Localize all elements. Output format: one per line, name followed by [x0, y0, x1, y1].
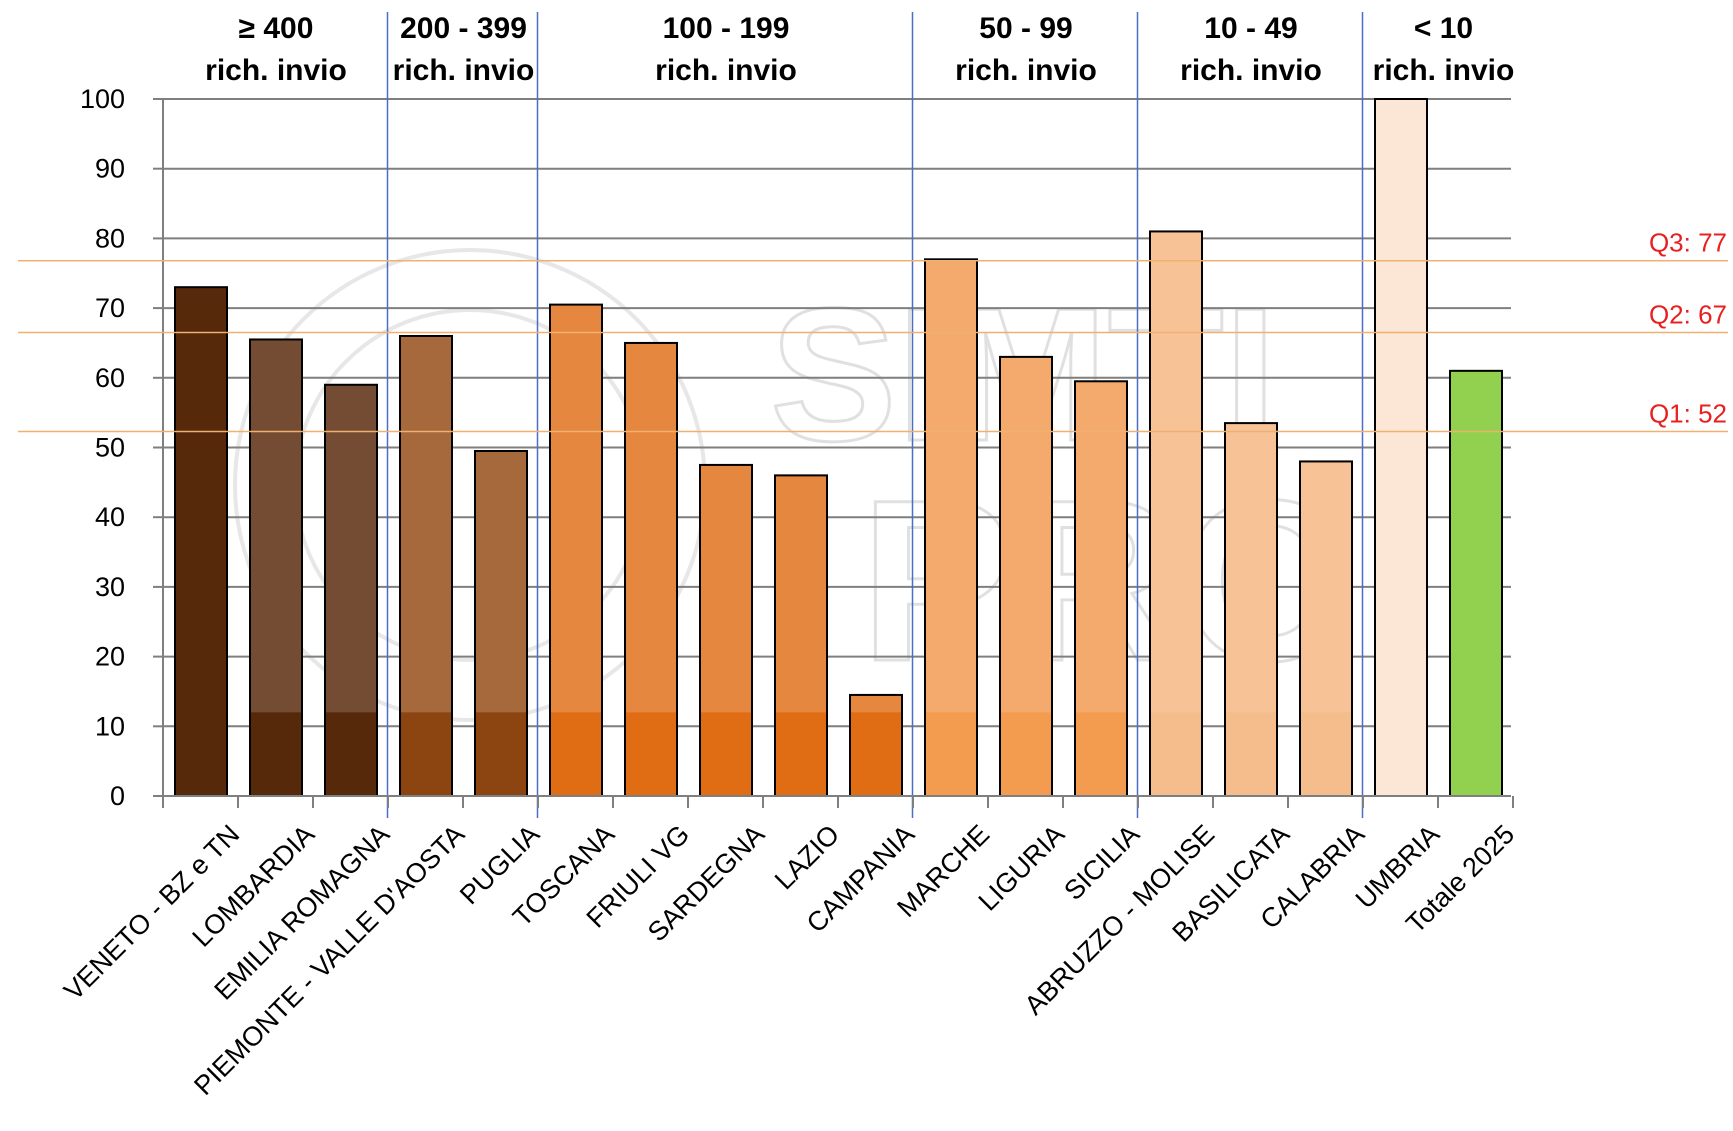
- bar-base: [326, 712, 376, 795]
- y-tick-label: 30: [95, 572, 125, 602]
- bar-base: [776, 712, 826, 795]
- group-header-unit: rich. invio: [1373, 54, 1515, 87]
- y-tick-label: 80: [95, 223, 125, 253]
- group-header-range: 10 - 49: [1204, 12, 1297, 45]
- bar-base: [701, 712, 751, 795]
- y-tick-label: 10: [95, 711, 125, 741]
- group-header-range: 50 - 99: [979, 12, 1072, 45]
- quartile-label: Q2: 67: [1649, 299, 1727, 329]
- group-header-unit: rich. invio: [393, 54, 535, 87]
- y-tick-label: 60: [95, 363, 125, 393]
- group-header-range: ≥ 400: [239, 12, 314, 45]
- bar-base: [551, 712, 601, 795]
- bar-base: [1076, 712, 1126, 795]
- bars: [174, 98, 1503, 797]
- quartile-label: Q1: 52: [1649, 398, 1727, 428]
- bar-base: [476, 712, 526, 795]
- group-header-unit: rich. invio: [655, 54, 797, 87]
- bar-base: [626, 712, 676, 795]
- bar-umbria: [1374, 98, 1428, 797]
- bar-base: [251, 712, 301, 795]
- y-tick-label: 20: [95, 642, 125, 672]
- y-axis-ticks: 0 10 20 30 40 50 60 70 80 90 100: [80, 84, 163, 811]
- bar-base: [1376, 712, 1426, 795]
- group-header-unit: rich. invio: [1180, 54, 1322, 87]
- y-tick-label: 50: [95, 433, 125, 463]
- bar-marche: [924, 258, 978, 797]
- x-category-label: PIEMONTE - VALLE D'AOSTA: [188, 819, 470, 1101]
- bar-base: [926, 712, 976, 795]
- bar-base: [1151, 712, 1201, 795]
- group-headers: ≥ 400 rich. invio 200 - 399 rich. invio 100 …: [205, 12, 1514, 87]
- group-separators: [386, 12, 1364, 818]
- y-tick-label: 0: [110, 781, 125, 811]
- bar-base: [851, 712, 901, 795]
- bar-base: [176, 712, 226, 795]
- group-header-range: 200 - 399: [400, 12, 527, 45]
- group-header-unit: rich. invio: [955, 54, 1097, 87]
- y-tick-label: 40: [95, 502, 125, 532]
- y-tick-label: 100: [80, 84, 125, 114]
- bar-base: [1301, 712, 1351, 795]
- quartile-lines: Q3: 77 Q2: 67 Q1: 52: [18, 228, 1728, 433]
- y-tick-label: 70: [95, 293, 125, 323]
- bar-base: [401, 712, 451, 795]
- bar-base: [1451, 712, 1501, 795]
- axes: [162, 99, 1514, 808]
- y-tick-label: 90: [95, 154, 125, 184]
- group-header-range: < 10: [1414, 12, 1473, 45]
- quartile-label: Q3: 77: [1649, 228, 1727, 258]
- bar-base: [1001, 712, 1051, 795]
- group-header-unit: rich. invio: [205, 54, 347, 87]
- bar-base: [1226, 712, 1276, 795]
- bar-abruzzo-molise: [1149, 230, 1203, 797]
- group-header-range: 100 - 199: [663, 12, 790, 45]
